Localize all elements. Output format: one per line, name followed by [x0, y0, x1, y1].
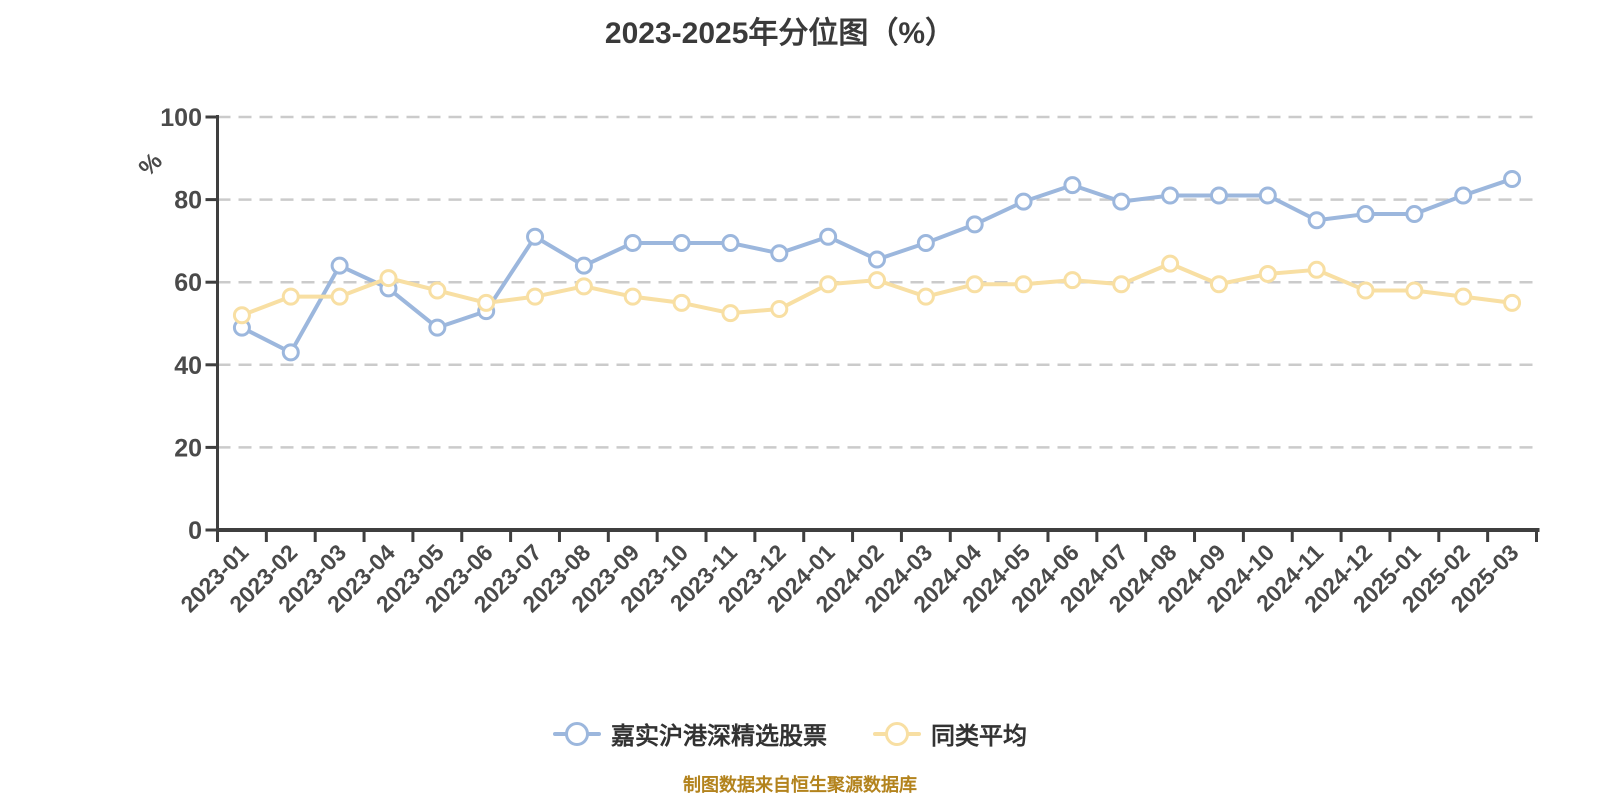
chart-title: 2023-2025年分位图（%） — [604, 17, 956, 50]
data-point-marker[interactable] — [330, 287, 349, 306]
y-axis-tick-label: 60 — [174, 269, 202, 297]
data-point-marker[interactable] — [574, 256, 593, 275]
series-0 — [232, 169, 1522, 362]
data-point-marker[interactable] — [868, 250, 886, 269]
data-point-marker[interactable] — [770, 300, 789, 319]
data-point-marker[interactable] — [526, 287, 545, 306]
data-point-marker[interactable] — [1258, 186, 1277, 205]
data-point-marker[interactable] — [1503, 293, 1522, 312]
data-point-marker[interactable] — [1014, 192, 1033, 211]
data-point-marker[interactable] — [672, 233, 691, 252]
data-point-marker[interactable] — [428, 281, 447, 300]
data-point-marker[interactable] — [1014, 275, 1033, 294]
data-point-marker[interactable] — [330, 256, 349, 275]
legend-line-marker-icon — [873, 720, 921, 748]
y-axis-tick-label: 0 — [188, 517, 202, 545]
data-point-marker[interactable] — [868, 271, 886, 290]
legend-line-marker-icon — [553, 720, 601, 748]
data-point-marker[interactable] — [721, 233, 740, 252]
data-point-marker[interactable] — [1112, 192, 1131, 211]
x-axis: 2023-012023-022023-032023-042023-052023-… — [175, 528, 1540, 617]
data-point-marker[interactable] — [232, 306, 251, 325]
data-point-marker[interactable] — [1063, 271, 1082, 290]
data-point-marker[interactable] — [1356, 281, 1375, 300]
data-point-marker[interactable] — [1503, 169, 1522, 188]
data-point-marker[interactable] — [672, 293, 691, 312]
data-source-caption: 制图数据来自恒生聚源数据库 — [683, 775, 917, 795]
data-point-marker[interactable] — [428, 318, 447, 337]
data-point-marker[interactable] — [916, 287, 935, 306]
data-point-marker[interactable] — [1307, 211, 1326, 230]
data-point-marker[interactable] — [281, 343, 300, 362]
data-point-marker[interactable] — [1454, 186, 1473, 205]
chart-legend: 嘉实沪港深精选股票 同类平均 — [0, 716, 1580, 751]
data-point-marker[interactable] — [281, 287, 300, 306]
data-point-marker[interactable] — [1405, 205, 1424, 224]
data-point-marker[interactable] — [1209, 275, 1228, 294]
data-point-marker[interactable] — [623, 233, 642, 252]
data-point-marker[interactable] — [574, 277, 593, 296]
data-point-marker[interactable] — [623, 287, 642, 306]
data-point-marker[interactable] — [770, 244, 789, 263]
data-point-marker[interactable] — [1307, 260, 1326, 279]
y-axis-tick-label: 100 — [160, 104, 202, 132]
data-point-marker[interactable] — [965, 275, 984, 294]
data-point-marker[interactable] — [379, 269, 398, 288]
y-axis-tick-label: 20 — [174, 434, 202, 462]
data-point-marker[interactable] — [916, 233, 935, 252]
data-point-marker[interactable] — [965, 215, 984, 234]
series-1 — [232, 254, 1522, 325]
data-point-marker[interactable] — [1356, 205, 1375, 224]
data-point-marker[interactable] — [1209, 186, 1228, 205]
data-point-marker[interactable] — [819, 275, 838, 294]
data-point-marker[interactable] — [477, 293, 496, 312]
data-point-marker[interactable] — [1112, 275, 1131, 294]
legend-item-0[interactable]: 嘉实沪港深精选股票 — [553, 716, 827, 751]
data-point-marker[interactable] — [721, 304, 740, 323]
legend-label: 同类平均 — [931, 723, 1027, 750]
data-point-marker[interactable] — [1161, 186, 1180, 205]
data-point-marker[interactable] — [819, 227, 838, 246]
y-axis: 0 20 40 60 80 100 — [160, 104, 219, 545]
data-point-marker[interactable] — [1063, 176, 1082, 195]
legend-item-1[interactable]: 同类平均 — [873, 716, 1027, 751]
data-point-marker[interactable] — [1405, 281, 1424, 300]
y-axis-tick-label: 40 — [174, 352, 202, 380]
y-axis-tick-label: 80 — [174, 187, 202, 215]
percentile-line-chart[interactable]: 0 20 40 60 80 100 2023-012023-022023-032023-04… — [0, 0, 1600, 680]
data-point-marker[interactable] — [1161, 254, 1180, 273]
data-point-marker[interactable] — [1258, 264, 1277, 283]
legend-label: 嘉实沪港深精选股票 — [611, 723, 827, 750]
data-point-marker[interactable] — [526, 227, 545, 246]
y-axis-unit-label: % — [134, 148, 168, 182]
data-point-marker[interactable] — [1454, 287, 1473, 306]
